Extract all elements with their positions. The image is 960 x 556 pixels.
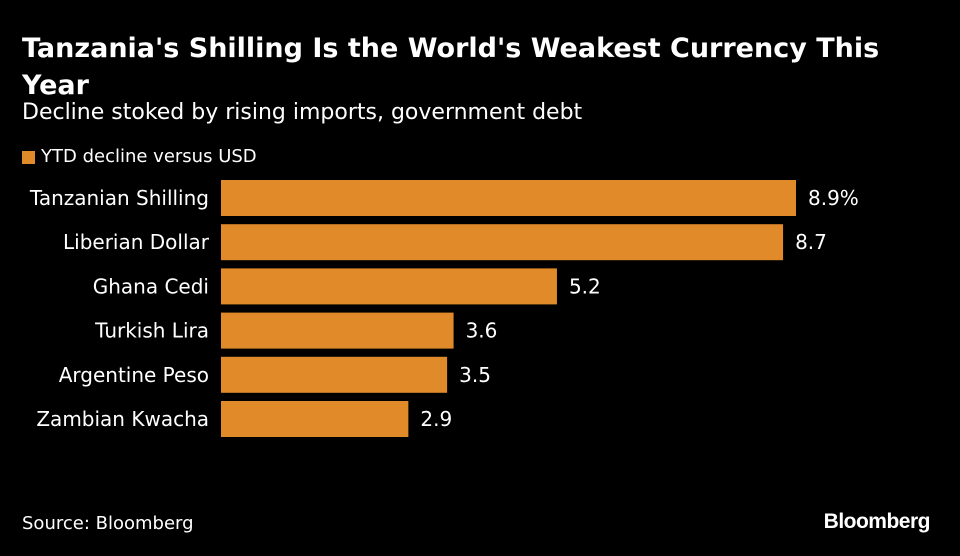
bar-turkish-lira xyxy=(221,312,454,349)
category-label-turkish-lira: Turkish Lira xyxy=(94,319,209,343)
category-label-liberian-dollar: Liberian Dollar xyxy=(63,230,210,254)
legend: YTD decline versus USD xyxy=(22,144,257,170)
legend-label: YTD decline versus USD xyxy=(41,146,257,167)
category-label-zambian-kwacha: Zambian Kwacha xyxy=(36,407,209,431)
chart-subtitle: Decline stoked by rising imports, govern… xyxy=(22,100,583,125)
category-label-argentine-peso: Argentine Peso xyxy=(59,363,209,387)
value-label-turkish-lira: 3.6 xyxy=(466,319,498,343)
bloomberg-logo: Bloomberg xyxy=(823,510,931,533)
value-label-argentine-peso: 3.5 xyxy=(459,363,491,387)
category-label-ghana-cedi: Ghana Cedi xyxy=(93,274,209,298)
bar-liberian-dollar xyxy=(221,224,784,261)
value-label-liberian-dollar: 8.7 xyxy=(795,230,827,254)
bar-ghana-cedi xyxy=(221,268,557,305)
category-label-tanzanian-shilling: Tanzanian Shilling xyxy=(29,186,209,210)
legend-swatch xyxy=(22,150,35,164)
chart-title: Tanzania's Shilling Is the World's Weake… xyxy=(22,33,880,101)
value-label-tanzanian-shilling: 8.9% xyxy=(808,186,859,210)
bar-argentine-peso xyxy=(221,356,448,393)
source-note: Source: Bloomberg xyxy=(22,513,194,534)
value-label-ghana-cedi: 5.2 xyxy=(569,274,601,298)
bar-tanzanian-shilling xyxy=(221,180,796,216)
bar-zambian-kwacha xyxy=(221,401,409,437)
value-label-zambian-kwacha: 2.9 xyxy=(420,407,452,431)
